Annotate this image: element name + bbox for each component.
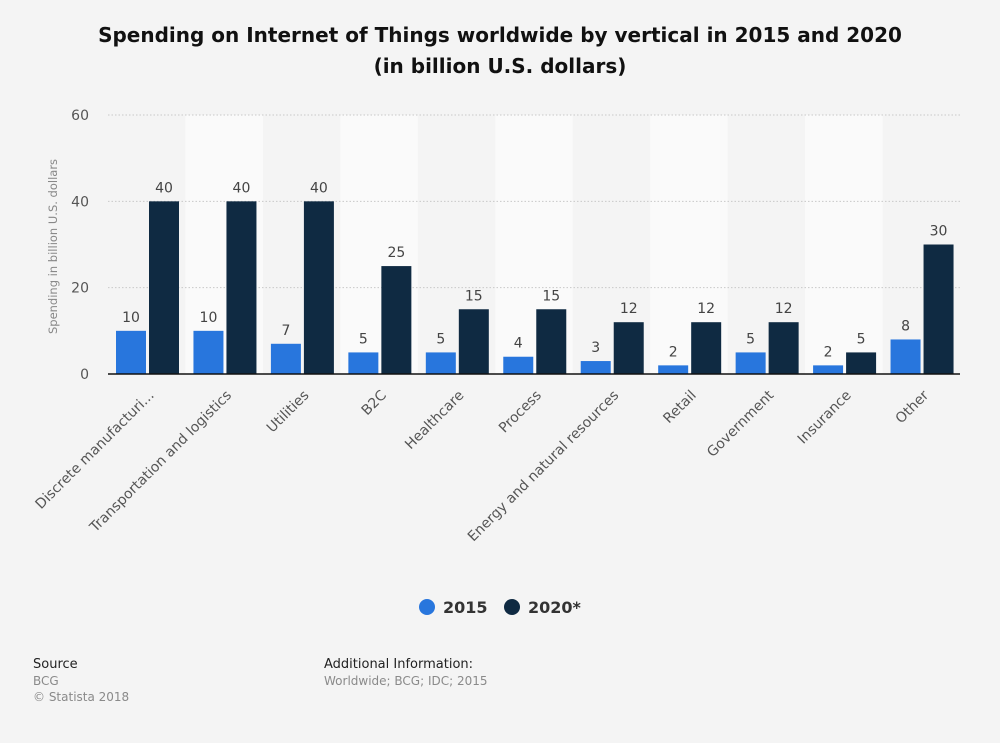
x-tick-label: Healthcare — [402, 388, 467, 453]
bar-2015 — [580, 361, 611, 374]
bar-2015 — [735, 352, 766, 374]
x-tick-label: Process — [496, 388, 545, 437]
data-label: 5 — [359, 331, 368, 347]
bar-2020 — [226, 201, 257, 374]
data-label: 10 — [200, 310, 218, 326]
bar-2015 — [425, 352, 456, 374]
data-label: 15 — [542, 288, 560, 304]
data-label: 7 — [281, 323, 290, 339]
legend-label: 2015 — [443, 598, 488, 617]
legend-marker — [419, 599, 435, 615]
additional-info-value: Worldwide; BCG; IDC; 2015 — [324, 674, 488, 688]
data-label: 5 — [436, 331, 445, 347]
data-label: 30 — [930, 224, 948, 240]
data-label: 15 — [465, 288, 483, 304]
x-tick-label: Utilities — [264, 388, 313, 437]
y-tick-label: 40 — [71, 194, 89, 210]
data-label: 2 — [669, 344, 678, 360]
data-label: 4 — [514, 336, 523, 352]
legend-label: 2020* — [528, 598, 582, 617]
legend-marker — [504, 599, 520, 615]
data-label: 12 — [697, 301, 715, 317]
bar-2015 — [270, 343, 301, 374]
copyright: © Statista 2018 — [33, 690, 130, 704]
bar-2020 — [691, 322, 722, 374]
y-tick-label: 20 — [71, 281, 89, 297]
source-value: BCG — [33, 674, 59, 688]
bar-2015 — [890, 339, 921, 374]
x-tick-label: Retail — [660, 388, 699, 427]
data-label: 5 — [746, 331, 755, 347]
additional-info-label: Additional Information: — [324, 657, 474, 672]
bar-2020 — [536, 309, 567, 374]
bar-2020 — [149, 201, 179, 374]
data-label: 8 — [901, 318, 910, 334]
bar-2020 — [923, 244, 954, 374]
data-label: 40 — [233, 180, 251, 196]
y-axis-label: Spending in billion U.S. dollars — [46, 159, 60, 334]
bar-2015 — [813, 365, 844, 374]
data-label: 10 — [122, 310, 140, 326]
data-label: 40 — [155, 180, 173, 196]
data-label: 25 — [387, 245, 405, 261]
source-block: Source BCG © Statista 2018 — [33, 657, 129, 705]
x-tick-label: B2C — [359, 387, 390, 418]
category-band — [805, 115, 883, 374]
bar-2015 — [503, 356, 534, 374]
y-tick-label: 60 — [71, 108, 89, 124]
bar-2020 — [846, 352, 877, 374]
title-line-1: Spending on Internet of Things worldwide… — [98, 23, 902, 47]
data-label: 12 — [775, 301, 793, 317]
data-label: 40 — [310, 180, 328, 196]
bar-2020 — [381, 266, 412, 374]
x-tick-label: Energy and natural resources — [465, 388, 622, 545]
data-label: 5 — [857, 331, 866, 347]
additional-info-block: Additional Information: Worldwide; BCG; … — [324, 657, 488, 689]
bar-2020 — [768, 322, 799, 374]
chart-title: Spending on Internet of Things worldwide… — [0, 20, 1000, 82]
bar-2015 — [116, 330, 146, 374]
source-label: Source — [33, 657, 78, 672]
title-line-2: (in billion U.S. dollars) — [373, 54, 627, 78]
y-tick-label: 0 — [80, 367, 89, 383]
data-label: 3 — [591, 340, 600, 356]
data-label: 2 — [824, 344, 833, 360]
bar-2015 — [658, 365, 689, 374]
x-tick-label: Transportation and logistics — [86, 388, 235, 537]
x-tick-label: Insurance — [795, 388, 855, 448]
data-label: 12 — [620, 301, 638, 317]
x-tick-label: Other — [893, 387, 933, 427]
bar-2020 — [303, 201, 334, 374]
bar-2015 — [193, 330, 224, 374]
bar-2020 — [613, 322, 644, 374]
bar-2015 — [348, 352, 379, 374]
x-tick-label: Government — [704, 387, 777, 460]
bar-2020 — [458, 309, 489, 374]
